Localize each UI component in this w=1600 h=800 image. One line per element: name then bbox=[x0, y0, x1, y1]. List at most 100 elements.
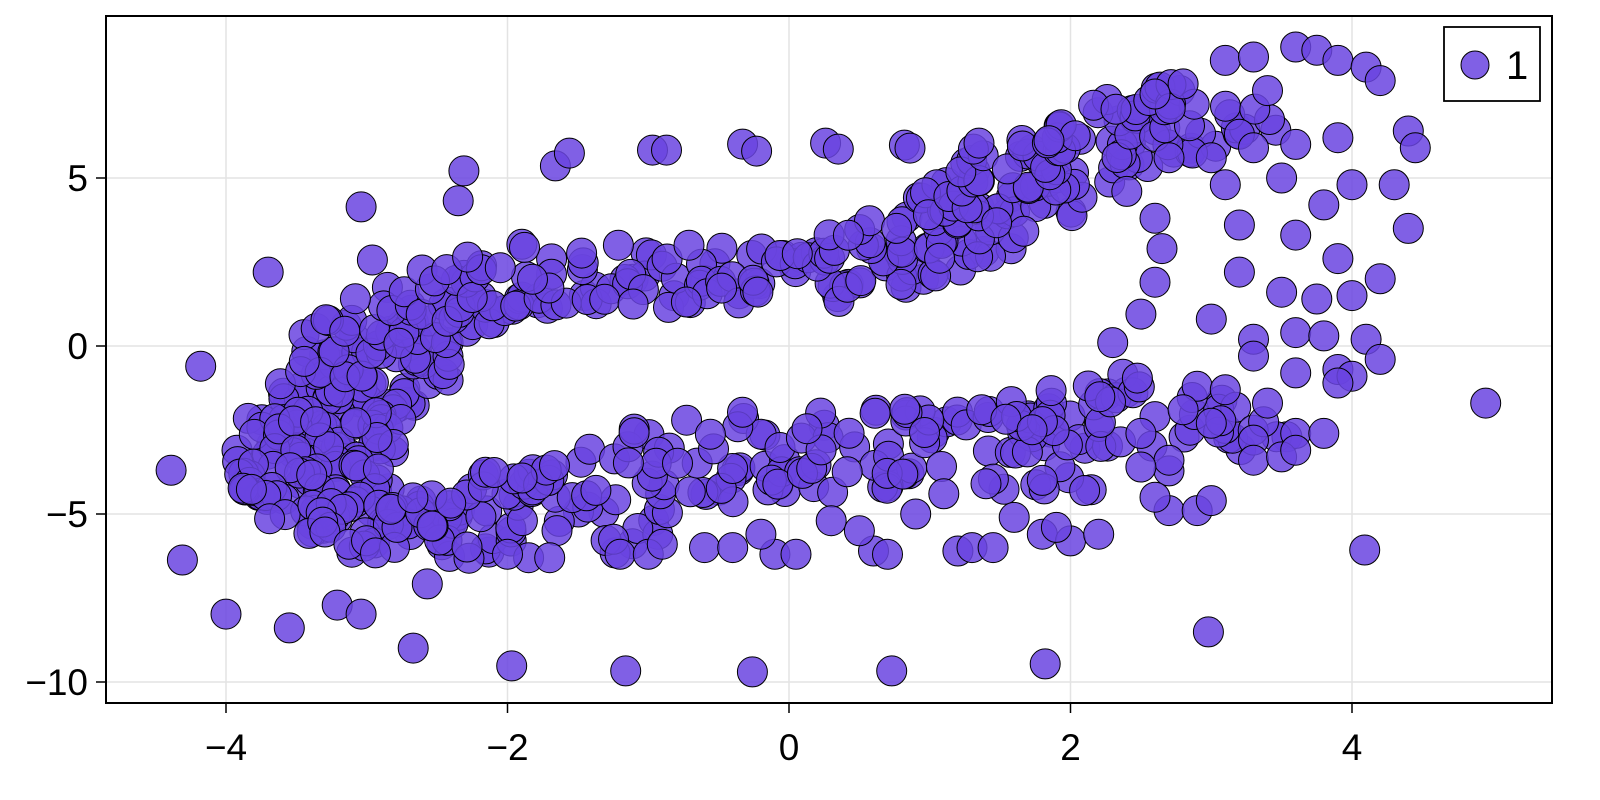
data-point bbox=[1280, 357, 1312, 389]
data-point bbox=[970, 468, 1002, 500]
data-point bbox=[235, 473, 267, 505]
data-point bbox=[900, 498, 932, 530]
data-point bbox=[1308, 320, 1340, 352]
data-point bbox=[435, 487, 467, 519]
data-point bbox=[288, 345, 320, 377]
x-tick-label: −4 bbox=[205, 727, 247, 768]
data-point bbox=[155, 454, 187, 486]
data-point bbox=[876, 655, 908, 687]
data-point bbox=[706, 272, 738, 304]
data-point bbox=[832, 219, 864, 251]
data-point bbox=[612, 447, 644, 479]
data-point bbox=[991, 153, 1023, 185]
data-point bbox=[484, 252, 516, 284]
data-point bbox=[383, 327, 415, 359]
data-point bbox=[831, 456, 863, 488]
x-tick-label: 0 bbox=[779, 727, 800, 768]
data-point bbox=[1153, 444, 1185, 476]
x-tick-label: 4 bbox=[1342, 727, 1363, 768]
data-point bbox=[1336, 280, 1368, 312]
data-point bbox=[963, 127, 995, 159]
data-point bbox=[362, 453, 394, 485]
data-point bbox=[689, 532, 720, 564]
data-point bbox=[1121, 362, 1153, 394]
data-point bbox=[662, 447, 693, 479]
data-point bbox=[448, 155, 480, 187]
data-point bbox=[580, 474, 612, 506]
y-axis: 5 0 −5 −10 bbox=[25, 158, 106, 703]
data-point bbox=[496, 650, 528, 682]
data-point bbox=[872, 538, 903, 570]
data-point bbox=[1280, 219, 1312, 251]
data-point bbox=[1209, 169, 1241, 201]
data-point bbox=[1195, 407, 1227, 439]
data-point bbox=[781, 238, 813, 270]
data-point bbox=[671, 404, 703, 436]
data-point bbox=[928, 478, 960, 510]
data-point bbox=[1378, 169, 1410, 201]
data-point bbox=[442, 185, 474, 217]
data-point bbox=[1008, 215, 1040, 247]
data-point bbox=[981, 207, 1013, 239]
data-point bbox=[1026, 464, 1058, 496]
data-point bbox=[673, 229, 705, 261]
data-point bbox=[1308, 189, 1340, 221]
legend: 1 bbox=[1443, 26, 1541, 102]
data-point bbox=[1033, 125, 1065, 157]
data-point bbox=[1238, 132, 1269, 164]
data-point bbox=[534, 542, 566, 574]
data-point bbox=[736, 656, 768, 688]
data-point bbox=[1470, 387, 1502, 419]
data-point bbox=[492, 538, 523, 570]
data-point bbox=[1238, 444, 1269, 476]
data-point bbox=[553, 137, 585, 169]
data-point bbox=[885, 268, 917, 300]
data-point bbox=[1392, 212, 1424, 244]
data-point bbox=[1238, 41, 1269, 73]
data-point bbox=[1083, 518, 1115, 550]
data-point bbox=[1266, 162, 1298, 194]
data-point bbox=[822, 133, 854, 165]
data-point bbox=[210, 598, 242, 630]
data-point bbox=[894, 132, 926, 164]
data-point bbox=[926, 451, 957, 482]
data-point bbox=[1280, 128, 1312, 160]
data-point bbox=[1100, 93, 1132, 125]
data-point bbox=[1059, 120, 1091, 152]
data-point bbox=[1223, 209, 1255, 241]
data-point bbox=[717, 532, 749, 564]
data-point bbox=[815, 505, 847, 537]
y-tick-label: −5 bbox=[46, 494, 88, 535]
legend-box bbox=[1443, 26, 1541, 102]
data-point bbox=[912, 199, 944, 231]
data-point bbox=[1308, 417, 1340, 449]
data-point bbox=[273, 612, 305, 644]
data-point bbox=[1252, 387, 1283, 419]
data-point bbox=[1040, 511, 1072, 543]
data-point bbox=[296, 459, 328, 491]
data-point bbox=[1280, 434, 1312, 466]
data-point bbox=[1139, 266, 1171, 298]
data-point bbox=[1209, 374, 1241, 406]
data-point bbox=[674, 476, 706, 508]
data-point bbox=[252, 256, 284, 288]
data-points bbox=[155, 31, 1502, 688]
data-point bbox=[1301, 283, 1333, 315]
data-point bbox=[1280, 317, 1312, 349]
data-point bbox=[397, 482, 429, 514]
data-point bbox=[566, 237, 598, 269]
data-point bbox=[1195, 303, 1227, 335]
data-point bbox=[924, 242, 956, 274]
data-point bbox=[541, 515, 573, 547]
data-point bbox=[1349, 534, 1381, 566]
data-point bbox=[727, 396, 758, 428]
legend-label: 1 bbox=[1506, 44, 1528, 88]
data-point bbox=[1125, 451, 1157, 483]
x-tick-label: −2 bbox=[486, 727, 528, 768]
legend-marker-icon bbox=[1460, 50, 1490, 80]
data-point bbox=[185, 350, 217, 382]
data-point bbox=[509, 231, 540, 263]
data-point bbox=[506, 462, 538, 494]
data-point bbox=[1238, 340, 1269, 372]
